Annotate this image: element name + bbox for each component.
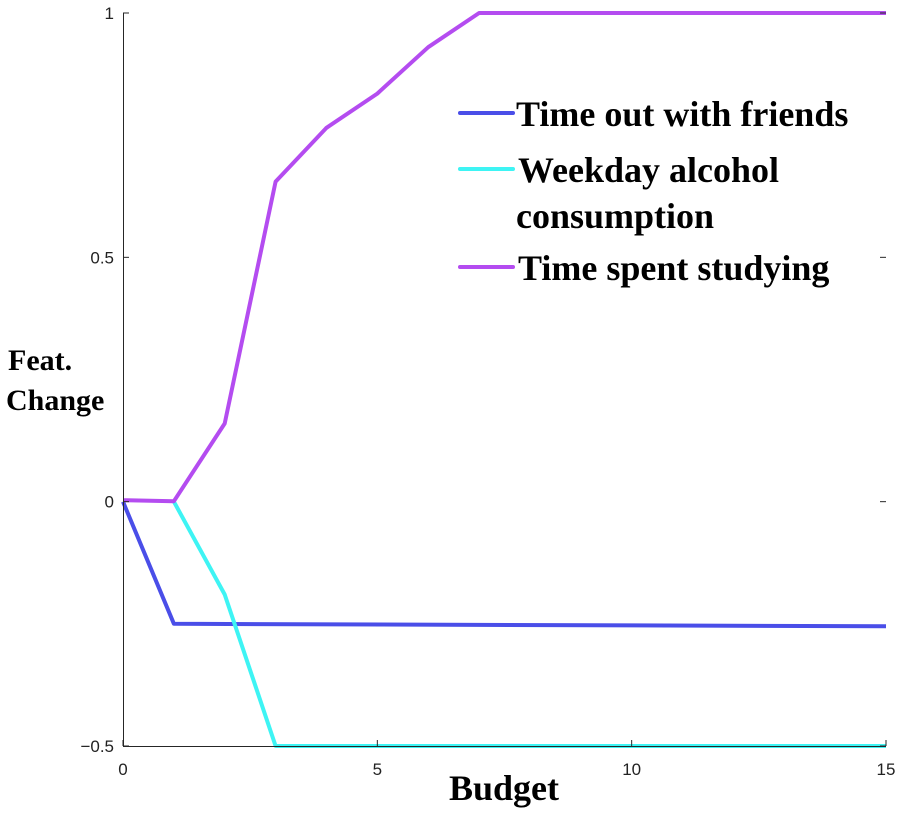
- y-tick-label: 1: [105, 4, 114, 23]
- y-tick-label: 0.5: [90, 248, 114, 267]
- x-tick-label: 15: [877, 760, 896, 779]
- y-tick-label: 0: [105, 493, 114, 512]
- x-tick-label: 10: [622, 760, 641, 779]
- ticks-layer: −0.500.510 5 10 15: [80, 4, 895, 779]
- y-tick-label: −0.5: [80, 737, 114, 756]
- y-axis-title-line-2: Change: [6, 384, 104, 417]
- x-tick-label: 0: [118, 760, 127, 779]
- series-line-studying: [122, 11, 886, 504]
- x-axis-title: Budget: [449, 768, 559, 808]
- series-line-friends: [121, 500, 887, 629]
- x-tick-label: 5: [373, 760, 382, 779]
- legend-label-alcohol-line-2: consumption: [516, 196, 714, 236]
- y-axis-title-line-1: Feat.: [8, 344, 72, 377]
- legend-label-friends: Time out with friends: [516, 94, 848, 134]
- legend: Time out with friends Weekday alcohol co…: [458, 94, 848, 288]
- legend-label-studying: Time spent studying: [518, 248, 829, 288]
- legend-label-alcohol-line-1: Weekday alcohol: [518, 150, 779, 190]
